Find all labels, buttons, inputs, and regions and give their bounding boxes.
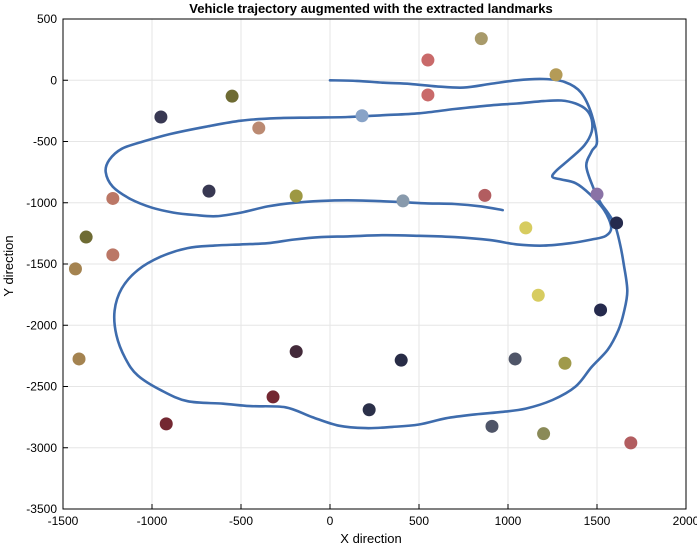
x-tick-label: 0 [327,514,334,528]
y-tick-label: -500 [33,135,57,149]
landmark-point [72,352,86,366]
landmark-point [396,194,410,208]
landmark-point [590,187,604,201]
landmark-point [362,403,376,417]
landmark-point [154,110,168,124]
landmark-point [159,417,173,431]
landmark-point [68,262,82,276]
y-tick-label: -3500 [26,502,57,516]
grid [62,18,687,510]
landmark-point [519,221,533,235]
trajectory-layer [104,77,629,430]
x-tick-label: 1000 [495,514,522,528]
landmark-point [394,353,408,367]
landmark-point [266,390,280,404]
y-tick-label: -3000 [26,441,57,455]
landmark-point [558,356,572,370]
landmark-point [610,216,624,230]
landmark-point [202,184,216,198]
x-tick-label: 1500 [584,514,611,528]
landmark-point [508,352,522,366]
landmark-point [225,89,239,103]
x-tick-label: -1500 [48,514,79,528]
y-tick-label: -2500 [26,380,57,394]
y-tick-label: 0 [50,73,57,87]
landmark-point [624,436,638,450]
x-tick-label: -1000 [137,514,168,528]
landmark-point [421,53,435,67]
landmark-point [252,121,266,135]
landmark-point [537,427,551,441]
landmark-point [106,248,120,262]
landmark-point [79,230,93,244]
landmark-point [531,288,545,302]
ticks: -1500 -1000 -500 0 500 1000 1500 2000 500 0 -500 -1… [26,12,697,528]
landmarks-layer [68,32,638,450]
x-tick-label: 2000 [673,514,697,528]
y-axis-label: Y direction [1,235,16,296]
landmark-point [474,32,488,46]
landmark-point [421,88,435,102]
y-tick-label: -1500 [26,257,57,271]
landmark-point [485,419,499,433]
landmark-point [549,68,563,82]
chart-title: Vehicle trajectory augmented with the ex… [189,1,552,16]
landmark-point [106,191,120,205]
x-tick-label: -500 [229,514,253,528]
landmark-point [289,345,303,359]
landmark-point [355,109,369,123]
y-tick-label: -1000 [26,196,57,210]
landmark-point [594,303,608,317]
x-axis-label: X direction [340,531,401,546]
y-tick-label: -2000 [26,318,57,332]
landmark-point [289,189,303,203]
trajectory-line [104,77,629,430]
y-tick-label: 500 [37,12,57,26]
x-tick-label: 500 [409,514,429,528]
landmark-point [478,188,492,202]
